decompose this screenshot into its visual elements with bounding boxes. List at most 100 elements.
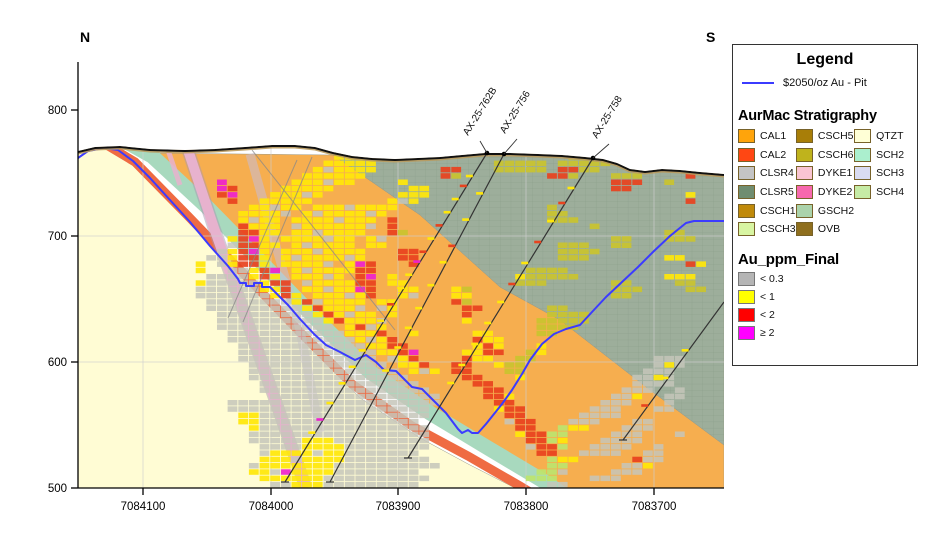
grade-cell	[355, 393, 366, 400]
grade-cell	[238, 337, 249, 343]
grade-cell	[302, 437, 312, 444]
grade-cell	[227, 400, 238, 406]
grade-cell	[280, 418, 291, 425]
strat-swatch-qtzt	[854, 129, 872, 144]
grade-cell	[557, 305, 568, 311]
grade-cell	[366, 450, 376, 456]
grade-cell	[611, 406, 621, 412]
grade-cell	[366, 381, 376, 387]
grade-cell	[387, 280, 398, 286]
grade-cell	[259, 412, 270, 419]
grade-cell	[217, 185, 227, 192]
grade-cell	[451, 292, 462, 299]
grade-cell	[344, 248, 355, 255]
grade-cell	[419, 393, 430, 400]
grade-cell	[376, 330, 387, 337]
grade-cell	[621, 292, 632, 299]
grade-cell	[408, 185, 419, 192]
grade-cell	[238, 412, 249, 419]
pit-line-label: $2050/oz Au - Pit	[783, 77, 867, 89]
grade-cell	[259, 374, 270, 381]
strat-legend-item-dyke2: DYKE2	[795, 183, 854, 202]
grade-cell	[312, 475, 323, 482]
assay-tick	[661, 376, 669, 380]
grade-cell	[248, 368, 259, 374]
grade-cell	[643, 463, 653, 469]
grade-cell	[323, 387, 334, 393]
grade-cell	[280, 204, 291, 211]
grade-cell	[344, 173, 355, 179]
grade-cell	[429, 368, 440, 374]
grade-cell	[302, 179, 312, 185]
grade-cell	[270, 475, 280, 482]
grade-cell	[376, 425, 387, 431]
grade-cell	[579, 160, 589, 167]
grade-cell	[408, 368, 419, 374]
grade-cell	[238, 418, 249, 425]
grade-cell	[238, 242, 249, 248]
grade-cell	[525, 160, 536, 167]
grade-cell	[280, 374, 291, 381]
grade-cell	[461, 311, 472, 318]
grade-cell	[643, 425, 653, 431]
grade-cell	[355, 362, 366, 368]
grade-cell	[323, 211, 334, 217]
grade-cell	[408, 431, 419, 437]
grade-cell	[323, 368, 334, 374]
grade-cell	[408, 400, 419, 406]
sky-mask	[78, 60, 724, 175]
x-tick-label: 7083800	[504, 501, 549, 513]
grade-cell	[259, 387, 270, 393]
grade-cell	[366, 437, 376, 444]
grade-cell	[323, 173, 334, 179]
grade-cell	[334, 286, 344, 293]
grade-cell	[355, 299, 366, 305]
grade-cell	[217, 179, 227, 185]
grade-cell	[270, 355, 280, 362]
grade-cell	[344, 242, 355, 248]
grade-cell	[515, 160, 525, 167]
grade-cell	[557, 431, 568, 437]
grade-cell	[259, 463, 270, 469]
grade-cell	[355, 324, 366, 330]
grade-cell	[248, 242, 259, 248]
grade-cell	[302, 255, 312, 261]
grade-cell	[270, 450, 280, 456]
grade-cell	[398, 355, 408, 362]
grade-cell	[557, 311, 568, 318]
grade-cell	[643, 374, 653, 381]
grade-cell	[259, 400, 270, 406]
grade-cell	[589, 406, 600, 412]
grade-cell	[408, 255, 419, 261]
grade-cell	[259, 406, 270, 412]
grade-cell	[557, 324, 568, 330]
grade-cell	[653, 450, 664, 456]
grade-cell	[483, 337, 493, 343]
grade-cell	[227, 236, 238, 242]
grade-cell	[376, 374, 387, 381]
grade-cell	[451, 362, 462, 368]
grade-cell	[568, 173, 579, 179]
grade-cell	[355, 374, 366, 381]
grade-cell	[334, 475, 344, 482]
grade-cell	[291, 343, 302, 349]
grade-cell	[376, 412, 387, 419]
grade-cell	[334, 400, 344, 406]
grade-cell	[344, 400, 355, 406]
grade-cell	[312, 349, 323, 356]
grade-cell	[323, 374, 334, 381]
grade-cell	[291, 381, 302, 387]
grade-cell	[323, 286, 334, 293]
grade-cell	[366, 374, 376, 381]
grade-cell	[248, 248, 259, 255]
grade-cell	[557, 444, 568, 450]
strat-label: DYKE1	[817, 167, 853, 180]
grade-cell	[461, 349, 472, 356]
grade-cell	[259, 198, 270, 204]
grade-cell	[334, 374, 344, 381]
drillhole-unlabeled	[619, 301, 724, 441]
grade-cell	[312, 311, 323, 318]
grade-cell	[248, 324, 259, 330]
grade-legend-item: < 0.3	[738, 270, 912, 288]
grade-cell	[259, 337, 270, 343]
